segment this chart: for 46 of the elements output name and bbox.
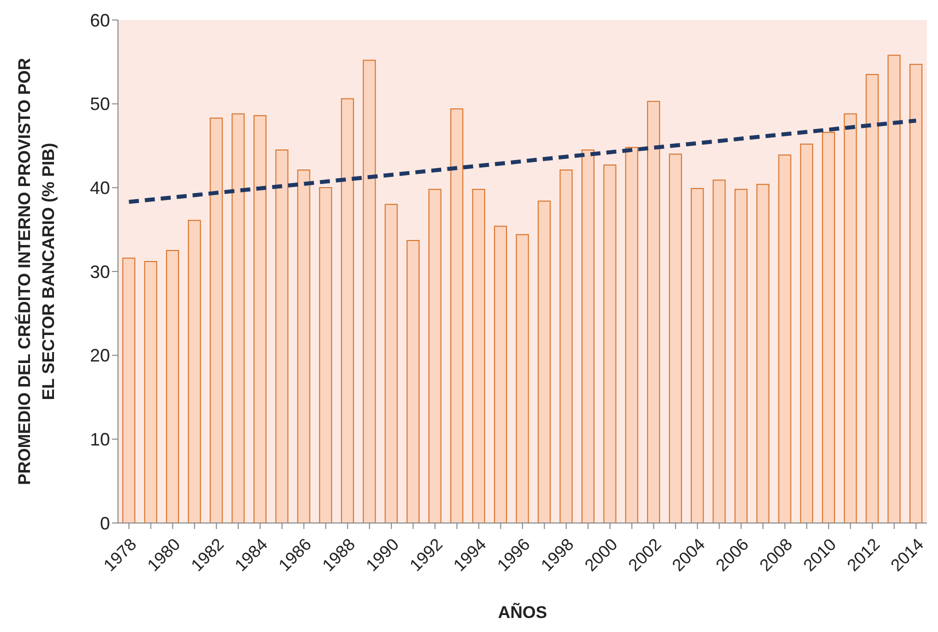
bar [647,100,660,523]
bar [232,113,245,523]
bar [516,234,529,523]
y-tick-label: 30 [90,262,110,282]
y-tick-label: 40 [90,178,110,198]
bar [690,188,704,523]
bar [581,149,594,523]
bar [494,226,508,523]
bar [297,170,310,523]
bar [210,118,223,523]
y-tick-label: 10 [90,430,110,450]
y-tick-label: 0 [100,513,110,534]
bar [472,188,486,523]
y-tick-label: 60 [90,10,110,30]
bar [428,188,442,523]
bar [756,184,770,523]
bar [603,164,616,523]
bar [406,240,420,523]
bar [800,144,814,523]
bar [668,154,682,523]
bar [734,188,748,523]
y-axis-title: PROMEDIO DEL CRÉDITO INTERNO PROVISTO POR EL SECTOR BANCARIO (% PIB) [14,58,58,485]
y-tick-label: 20 [90,346,110,366]
bar [866,74,879,523]
bar [254,115,266,523]
bar [888,54,901,523]
bar [450,108,464,523]
bar [625,146,638,523]
bar [340,98,354,523]
bar [712,180,726,523]
bar [166,250,180,523]
bar [538,200,551,523]
bar [144,260,158,523]
bar [275,149,288,523]
bar [319,187,332,523]
y-tick-label: 50 [90,94,110,114]
x-axis-title: AÑOS [498,602,548,622]
bar [122,258,136,523]
bar [778,154,792,523]
bar [909,64,922,523]
bar [844,113,857,523]
bar [822,132,835,523]
bar [384,204,398,523]
bar [362,60,376,523]
bar [188,220,201,523]
bar [560,170,573,523]
